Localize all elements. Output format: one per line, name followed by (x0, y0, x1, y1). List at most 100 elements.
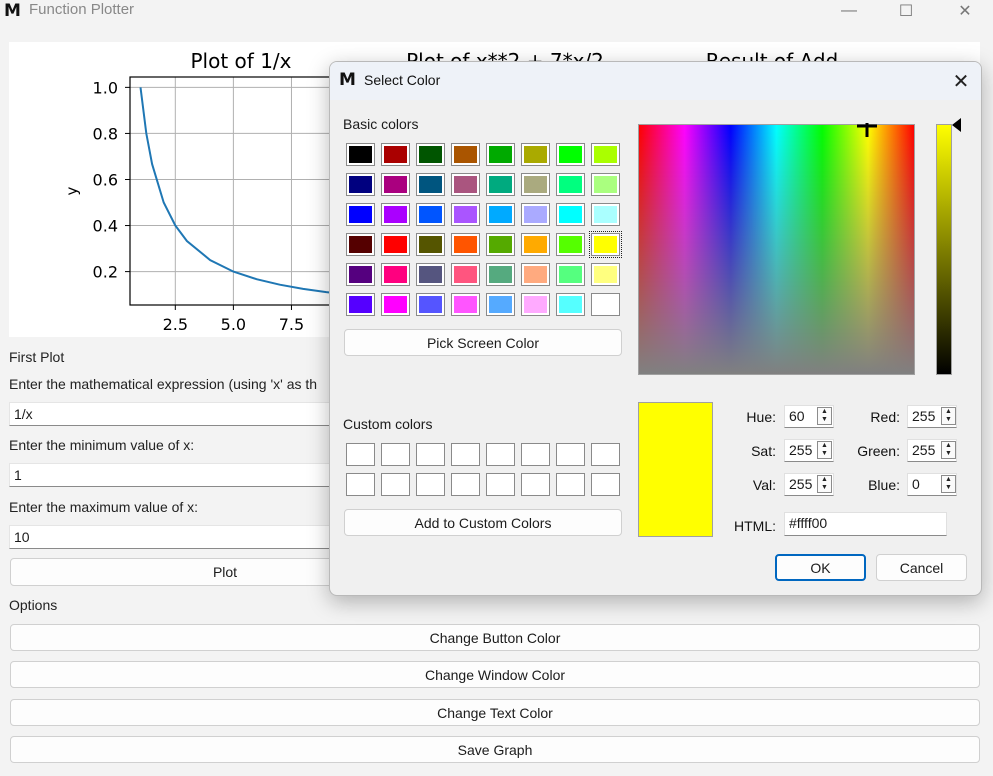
basic-color-swatch[interactable] (416, 203, 445, 226)
basic-color-swatch[interactable] (521, 203, 550, 226)
custom-color-swatch[interactable] (556, 473, 585, 496)
min-x-input[interactable]: 1 (9, 463, 354, 487)
custom-color-swatch[interactable] (486, 443, 515, 466)
expression-input[interactable]: 1/x (9, 402, 354, 426)
y-tick-label: 1.0 (93, 78, 118, 97)
custom-color-swatch[interactable] (416, 473, 445, 496)
custom-color-swatch[interactable] (521, 473, 550, 496)
basic-color-swatch[interactable] (556, 293, 585, 316)
basic-color-swatch[interactable] (451, 293, 480, 316)
custom-color-swatch[interactable] (591, 473, 620, 496)
custom-color-swatch[interactable] (591, 443, 620, 466)
basic-color-swatch[interactable] (556, 203, 585, 226)
dialog-close-button[interactable]: ✕ (952, 70, 970, 93)
basic-color-swatch[interactable] (451, 263, 480, 286)
first-plot-label: First Plot (9, 349, 65, 365)
basic-color-swatch[interactable] (381, 203, 410, 226)
cancel-button[interactable]: Cancel (876, 554, 967, 581)
close-button[interactable]: ✕ (958, 3, 972, 20)
green-spin-arrows[interactable]: ▲ ▼ (941, 441, 956, 459)
basic-color-swatch[interactable] (416, 233, 445, 256)
basic-color-swatch[interactable] (556, 143, 585, 166)
basic-color-swatch[interactable] (381, 263, 410, 286)
basic-color-swatch[interactable] (381, 293, 410, 316)
basic-color-swatch[interactable] (591, 263, 620, 286)
y-axis-label: y (63, 186, 81, 195)
value-slider-arrow-icon[interactable] (952, 118, 962, 132)
basic-color-swatch[interactable] (416, 173, 445, 196)
basic-color-swatch[interactable] (521, 293, 550, 316)
current-color-preview (638, 402, 713, 537)
custom-color-swatch[interactable] (346, 473, 375, 496)
basic-color-swatch[interactable] (346, 233, 375, 256)
app-logo: M (4, 1, 21, 21)
basic-color-swatch[interactable] (346, 203, 375, 226)
plot1-title: Plot of 1/x (191, 49, 292, 73)
max-x-input[interactable]: 10 (9, 525, 354, 549)
hue-spin-arrows[interactable]: ▲ ▼ (817, 407, 832, 425)
custom-color-swatch[interactable] (451, 473, 480, 496)
basic-color-swatch[interactable] (486, 233, 515, 256)
save-graph-button[interactable]: Save Graph (10, 736, 980, 763)
ok-button[interactable]: OK (775, 554, 866, 581)
basic-color-swatch[interactable] (521, 263, 550, 286)
basic-color-swatch[interactable] (381, 233, 410, 256)
basic-color-swatch[interactable] (591, 143, 620, 166)
change-window-color-button[interactable]: Change Window Color (10, 661, 980, 688)
blue-spin-arrows[interactable]: ▲ ▼ (941, 475, 956, 493)
basic-color-swatch[interactable] (346, 143, 375, 166)
basic-color-swatch[interactable] (486, 203, 515, 226)
custom-color-swatch[interactable] (381, 473, 410, 496)
basic-color-swatch[interactable] (591, 203, 620, 226)
custom-color-swatch[interactable] (416, 443, 445, 466)
maximize-button[interactable]: ☐ (898, 3, 914, 20)
basic-color-swatch[interactable] (521, 233, 550, 256)
basic-color-swatch[interactable] (591, 173, 620, 196)
html-color-input[interactable]: #ffff00 (784, 512, 947, 536)
basic-color-swatch[interactable] (556, 173, 585, 196)
basic-color-swatch[interactable] (416, 293, 445, 316)
basic-color-swatch[interactable] (521, 173, 550, 196)
red-spin-arrows[interactable]: ▲ ▼ (941, 407, 956, 425)
custom-color-swatch[interactable] (486, 473, 515, 496)
basic-color-swatch[interactable] (381, 173, 410, 196)
basic-color-swatch[interactable] (556, 263, 585, 286)
basic-color-swatch[interactable] (589, 231, 622, 258)
basic-color-swatch[interactable] (451, 203, 480, 226)
basic-color-swatch[interactable] (346, 293, 375, 316)
window-title: Function Plotter (29, 1, 135, 18)
basic-color-swatch[interactable] (346, 263, 375, 286)
val-spin-arrows[interactable]: ▲ ▼ (817, 475, 832, 493)
change-text-color-button[interactable]: Change Text Color (10, 699, 980, 726)
select-color-dialog: M Select Color ✕ Basic colors Pick Scree… (329, 61, 982, 596)
custom-color-swatch[interactable] (521, 443, 550, 466)
pick-screen-color-button[interactable]: Pick Screen Color (344, 329, 622, 356)
basic-color-swatch[interactable] (486, 263, 515, 286)
basic-color-swatch[interactable] (486, 143, 515, 166)
basic-color-swatch[interactable] (591, 293, 620, 316)
basic-color-swatch[interactable] (346, 173, 375, 196)
sat-spin-arrows[interactable]: ▲ ▼ (817, 441, 832, 459)
custom-color-swatch[interactable] (451, 443, 480, 466)
basic-color-swatch[interactable] (416, 263, 445, 286)
x-tick-label: 7.5 (279, 315, 304, 334)
basic-color-swatch[interactable] (451, 233, 480, 256)
val-label: Val: (752, 477, 776, 493)
custom-color-swatch[interactable] (381, 443, 410, 466)
value-slider[interactable] (936, 124, 952, 375)
hue-saturation-picker[interactable] (638, 123, 915, 375)
custom-color-swatch[interactable] (556, 443, 585, 466)
basic-color-swatch[interactable] (486, 173, 515, 196)
y-tick-label: 0.4 (93, 217, 118, 236)
minimize-button[interactable]: — (841, 2, 857, 19)
add-to-custom-colors-button[interactable]: Add to Custom Colors (344, 509, 622, 536)
basic-color-swatch[interactable] (451, 143, 480, 166)
basic-color-swatch[interactable] (486, 293, 515, 316)
basic-color-swatch[interactable] (521, 143, 550, 166)
basic-color-swatch[interactable] (451, 173, 480, 196)
basic-color-swatch[interactable] (381, 143, 410, 166)
basic-color-swatch[interactable] (416, 143, 445, 166)
custom-color-swatch[interactable] (346, 443, 375, 466)
change-button-color-button[interactable]: Change Button Color (10, 624, 980, 651)
basic-color-swatch[interactable] (556, 233, 585, 256)
